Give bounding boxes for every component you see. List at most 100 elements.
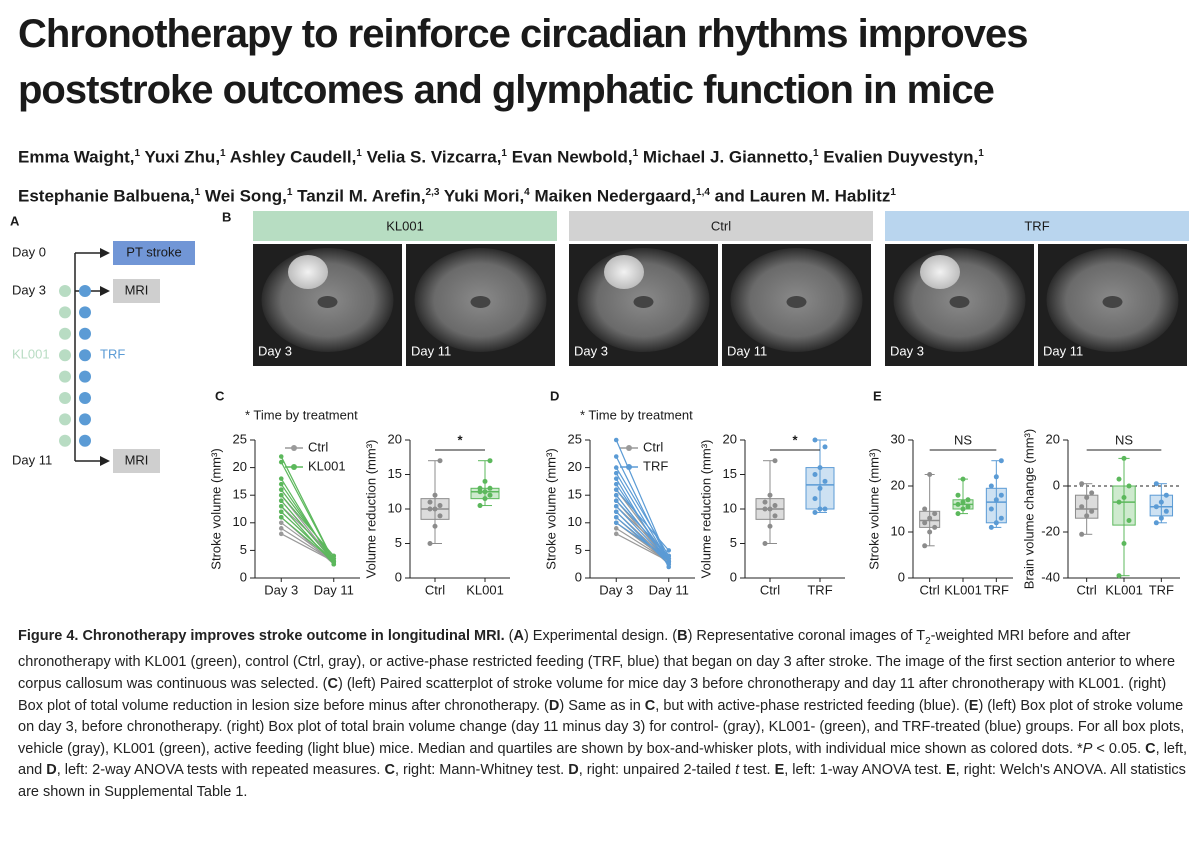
mouse-point [965, 497, 971, 503]
panel-label: B [222, 209, 231, 224]
mouse-point [1084, 495, 1090, 500]
mouse-point [960, 499, 966, 505]
mouse-line [615, 511, 670, 565]
mouse-point [487, 458, 493, 464]
y-tick-label: 0 [395, 569, 402, 584]
panel-label: D [550, 388, 559, 403]
mouse-point [278, 459, 284, 465]
paper-title: Chronotherapy to reinforce circadian rhy… [18, 12, 1028, 112]
mouse-point [988, 506, 994, 512]
text-run: 1 [134, 148, 141, 159]
chart-box: -40 -20 0 20 Ctrl KL001 TRF Brain volume change… [1021, 429, 1180, 597]
significance-label: * [457, 432, 463, 447]
mouse-point [437, 513, 443, 519]
mouse-point [1121, 455, 1127, 461]
text-run: , left, and [18, 740, 1188, 779]
y-tick-label: 25 [568, 431, 582, 446]
group-dot [59, 413, 71, 426]
mouse-point [767, 506, 773, 512]
y-tick-label: 20 [723, 431, 737, 446]
text-run: 4 [524, 186, 530, 198]
y-tick-label: 20 [568, 459, 582, 474]
mouse-point [613, 526, 619, 531]
text-run: Michael J. Giannetto, [638, 147, 813, 167]
x-tick-label: TRF [984, 582, 1009, 597]
y-tick-label: 20 [388, 431, 402, 446]
text-run: , but with active-phase restricted feedi… [655, 697, 969, 714]
legend-marker [626, 464, 632, 470]
panel-label: C [215, 388, 225, 403]
mouse-point [1158, 515, 1164, 521]
day-label: Day 3 [12, 282, 46, 297]
mouse-point [278, 503, 284, 509]
x-tick-label: Ctrl [425, 582, 445, 597]
mouse-point [1158, 499, 1164, 505]
mouse-point [812, 509, 818, 515]
mouse-point [278, 531, 284, 537]
figure-caption: Figure 4. Chronotherapy improves stroke … [18, 626, 1190, 804]
y-tick-label: 5 [730, 535, 737, 550]
event-box [113, 241, 195, 265]
text-run: C [1145, 740, 1156, 757]
text-run: D [548, 697, 560, 714]
text-run: Velia S. Vizcarra, [361, 147, 502, 167]
text-run: Emma Waight, [18, 147, 135, 167]
significance-label: NS [1115, 432, 1133, 447]
mouse-point [767, 523, 773, 529]
mouse-point [932, 511, 938, 517]
mouse-point [482, 489, 488, 495]
mouse-point [278, 454, 284, 459]
mouse-point [1116, 499, 1122, 505]
x-tick-label: KL001 [466, 582, 504, 597]
group-dot [79, 285, 91, 297]
day-label: Day 0 [12, 244, 46, 259]
mouse-point [1126, 483, 1132, 489]
mouse-point [613, 437, 619, 443]
y-tick-label: 20 [891, 477, 905, 492]
box [1149, 494, 1174, 517]
mouse-point [1079, 504, 1085, 510]
legend-label: TRF [643, 458, 668, 473]
mouse-point [762, 506, 768, 512]
mouse-point [817, 506, 823, 512]
group-label: TRF [100, 346, 125, 361]
y-tick-label: -40 [1041, 569, 1060, 584]
mouse-point [278, 526, 284, 531]
y-tick-label: 15 [568, 487, 582, 502]
y-tick-label: 25 [233, 431, 247, 446]
mouse-point [1163, 492, 1169, 498]
mouse-point [613, 509, 619, 515]
mouse-point [613, 476, 619, 481]
y-tick-label: 0 [575, 569, 582, 584]
mouse-point [817, 465, 823, 471]
chart-box: 0 10 20 30 Ctrl KL001 TRF Stroke volume (mm³) E N… [866, 388, 1013, 597]
event-label: PT stroke [126, 244, 181, 259]
mouse-line [615, 489, 670, 551]
chart-box: 0 5 10 15 20 Ctrl TRF Volume reduction (mm³) * [698, 431, 845, 597]
box [1112, 485, 1136, 526]
group-label: KL001 [12, 346, 50, 361]
mouse-point [955, 492, 961, 498]
x-tick-label: Day 11 [649, 582, 689, 597]
text-run: , left: 2-way ANOVA tests with repeated … [56, 762, 385, 779]
mouse-point [427, 499, 433, 505]
mouse-point [613, 520, 619, 526]
mouse-point [1153, 481, 1159, 487]
panel-label: E [873, 388, 882, 403]
x-tick-label: KL001 [1105, 582, 1143, 597]
mouse-point [1126, 518, 1132, 523]
mri-ventricle [786, 296, 807, 308]
mouse-point [965, 504, 971, 510]
y-tick-label: 5 [240, 542, 247, 557]
text-run: , left: 1-way ANOVA test. [784, 762, 946, 779]
mouse-point [613, 498, 619, 504]
text-run: ( [504, 628, 514, 644]
text-run: C [644, 697, 656, 714]
mouse-point [331, 553, 337, 559]
mouse-point [613, 514, 619, 520]
mouse-point [432, 523, 438, 529]
group-dot [59, 434, 71, 447]
group-dot [79, 370, 91, 383]
